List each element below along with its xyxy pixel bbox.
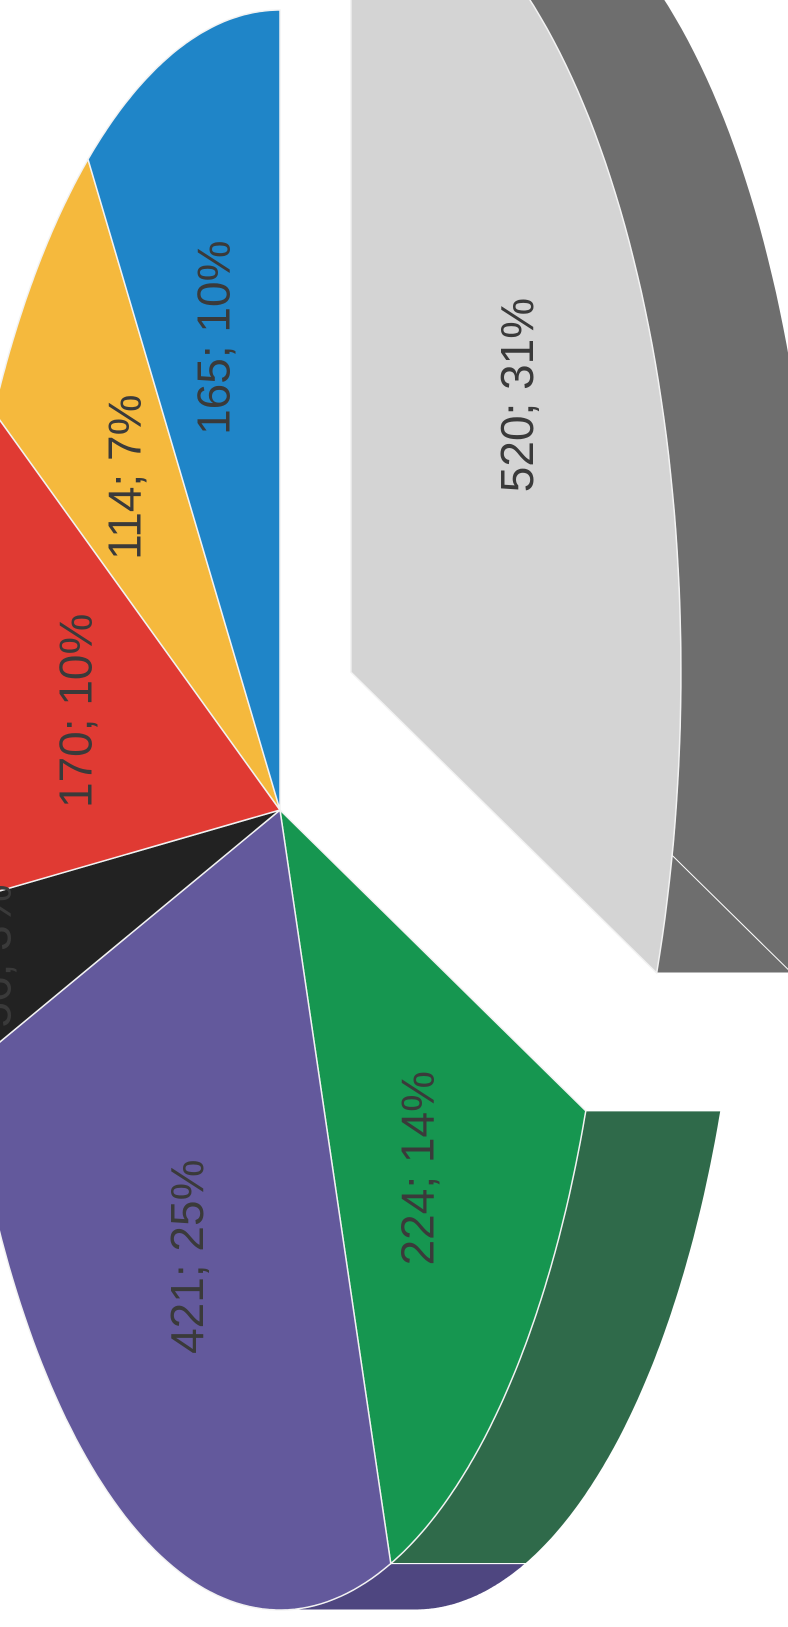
slice-6 <box>87 9 281 811</box>
slice-0 <box>350 0 682 975</box>
slice-label-4: 170; 10% <box>50 614 102 808</box>
slice-label-1: 224; 14% <box>392 1071 444 1265</box>
slice-label-6: 165; 10% <box>188 241 240 435</box>
slice-label-3: 56; 3% <box>0 884 20 1027</box>
slice-4 <box>0 419 282 892</box>
slice-5 <box>0 157 281 811</box>
slice-1 <box>278 807 587 1566</box>
slice-label-2: 421; 25% <box>161 1160 213 1354</box>
slice-3 <box>0 809 281 1043</box>
slice-2 <box>0 808 392 1611</box>
slice-labels: 520; 31% 224; 14% 421; 25% 56; 3% 170; 10% 11… <box>0 241 543 1354</box>
slice-label-0: 520; 31% <box>491 298 543 492</box>
slice-label-5: 114; 7% <box>98 395 150 560</box>
slice-tops <box>0 0 682 1611</box>
